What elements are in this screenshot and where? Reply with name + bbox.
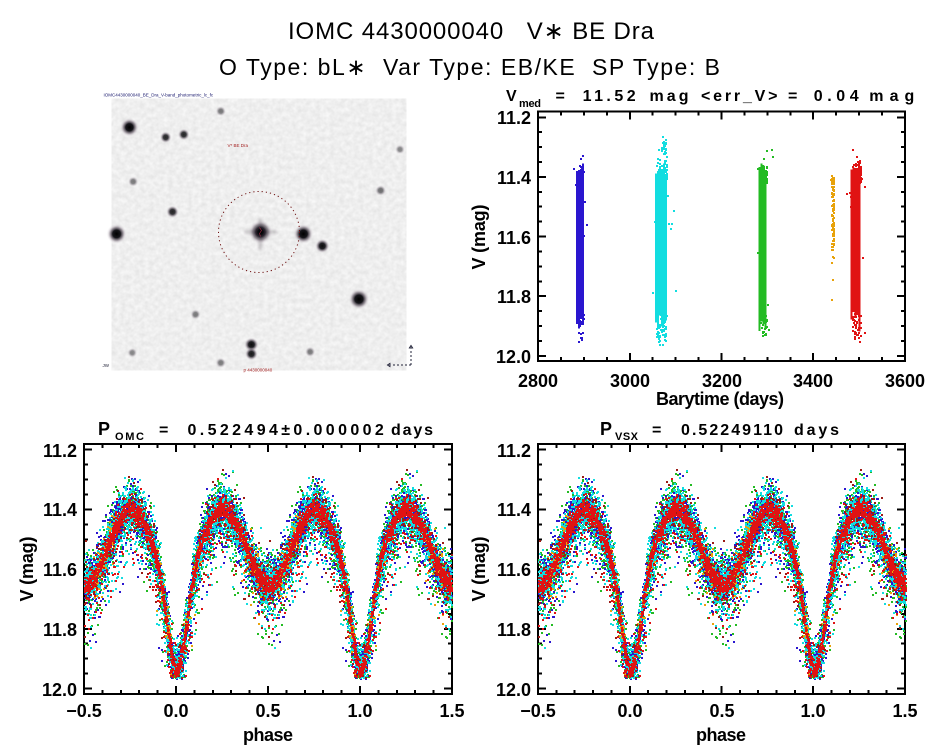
svg-text:0.04: 0.04 bbox=[814, 88, 859, 105]
svg-text:12.0: 12.0 bbox=[496, 347, 531, 367]
svg-text:V: V bbox=[506, 88, 517, 105]
svg-text:1.0: 1.0 bbox=[347, 701, 372, 721]
svg-text:JW: JW bbox=[103, 363, 110, 368]
svg-text:phase: phase bbox=[243, 725, 293, 745]
svg-text:OMC: OMC bbox=[115, 431, 144, 443]
svg-text:12.0: 12.0 bbox=[42, 680, 77, 700]
svg-text:V* BE Dra: V* BE Dra bbox=[228, 143, 249, 148]
svg-text:0.0: 0.0 bbox=[617, 701, 642, 721]
svg-text:1.0: 1.0 bbox=[800, 701, 825, 721]
svg-text:P: P bbox=[98, 419, 110, 439]
svg-text:11.6: 11.6 bbox=[497, 560, 531, 580]
svg-text:11.2: 11.2 bbox=[43, 441, 77, 461]
svg-text:11.52: 11.52 bbox=[583, 88, 636, 105]
svg-text:12.0: 12.0 bbox=[496, 680, 531, 700]
svg-text:med: med bbox=[519, 98, 541, 110]
svg-text:3200: 3200 bbox=[702, 371, 742, 391]
svg-text:11.2: 11.2 bbox=[497, 441, 531, 461]
svg-text:<err_V>: <err_V> bbox=[701, 88, 778, 105]
svg-text:11.8: 11.8 bbox=[497, 287, 531, 307]
svg-text:2800: 2800 bbox=[518, 371, 558, 391]
svg-text:phase: phase bbox=[696, 725, 746, 745]
svg-text:11.4: 11.4 bbox=[497, 500, 531, 520]
svg-text:3000: 3000 bbox=[610, 371, 650, 391]
svg-text:3600: 3600 bbox=[885, 371, 925, 391]
svg-text:−0.5: −0.5 bbox=[520, 701, 556, 721]
svg-text:IOMC 4430000040 V∗ BE Dra: IOMC 4430000040 V∗ BE Dra bbox=[288, 18, 655, 45]
svg-text:11.6: 11.6 bbox=[497, 228, 531, 248]
svg-text:3400: 3400 bbox=[793, 371, 833, 391]
svg-text:11.8: 11.8 bbox=[497, 620, 531, 640]
svg-text:1.5: 1.5 bbox=[892, 701, 917, 721]
svg-text:=: = bbox=[652, 422, 661, 439]
svg-text:=: = bbox=[556, 88, 565, 105]
svg-text:mag: mag bbox=[869, 88, 914, 105]
svg-text:0.5: 0.5 bbox=[709, 701, 734, 721]
svg-text:V (mag): V (mag) bbox=[469, 537, 489, 602]
svg-text:V (mag): V (mag) bbox=[469, 205, 489, 270]
svg-text:VSX: VSX bbox=[615, 431, 639, 443]
svg-text:0.5: 0.5 bbox=[255, 701, 280, 721]
svg-text:11.4: 11.4 bbox=[497, 168, 531, 188]
svg-text:0.0: 0.0 bbox=[163, 701, 188, 721]
svg-text:=: = bbox=[788, 88, 797, 105]
svg-text:11.8: 11.8 bbox=[43, 620, 77, 640]
svg-text:P: P bbox=[600, 419, 612, 439]
svg-text:mag: mag bbox=[650, 88, 689, 105]
svg-text:11.6: 11.6 bbox=[43, 560, 77, 580]
svg-text:1.5: 1.5 bbox=[439, 701, 464, 721]
svg-text:11.4: 11.4 bbox=[43, 500, 77, 520]
svg-text:11.2: 11.2 bbox=[497, 108, 531, 128]
svg-text:Barytime (days): Barytime (days) bbox=[656, 389, 784, 409]
svg-text:0.52249110: 0.52249110 bbox=[681, 422, 783, 439]
svg-text:−0.5: −0.5 bbox=[66, 701, 102, 721]
svg-text:=: = bbox=[159, 422, 168, 439]
svg-text:V (mag): V (mag) bbox=[17, 537, 37, 602]
svg-text:p 4430000040: p 4430000040 bbox=[244, 368, 273, 373]
svg-text:IOMC4430000040_BE_Dra_V-band_p: IOMC4430000040_BE_Dra_V-band_photometric… bbox=[104, 93, 214, 98]
